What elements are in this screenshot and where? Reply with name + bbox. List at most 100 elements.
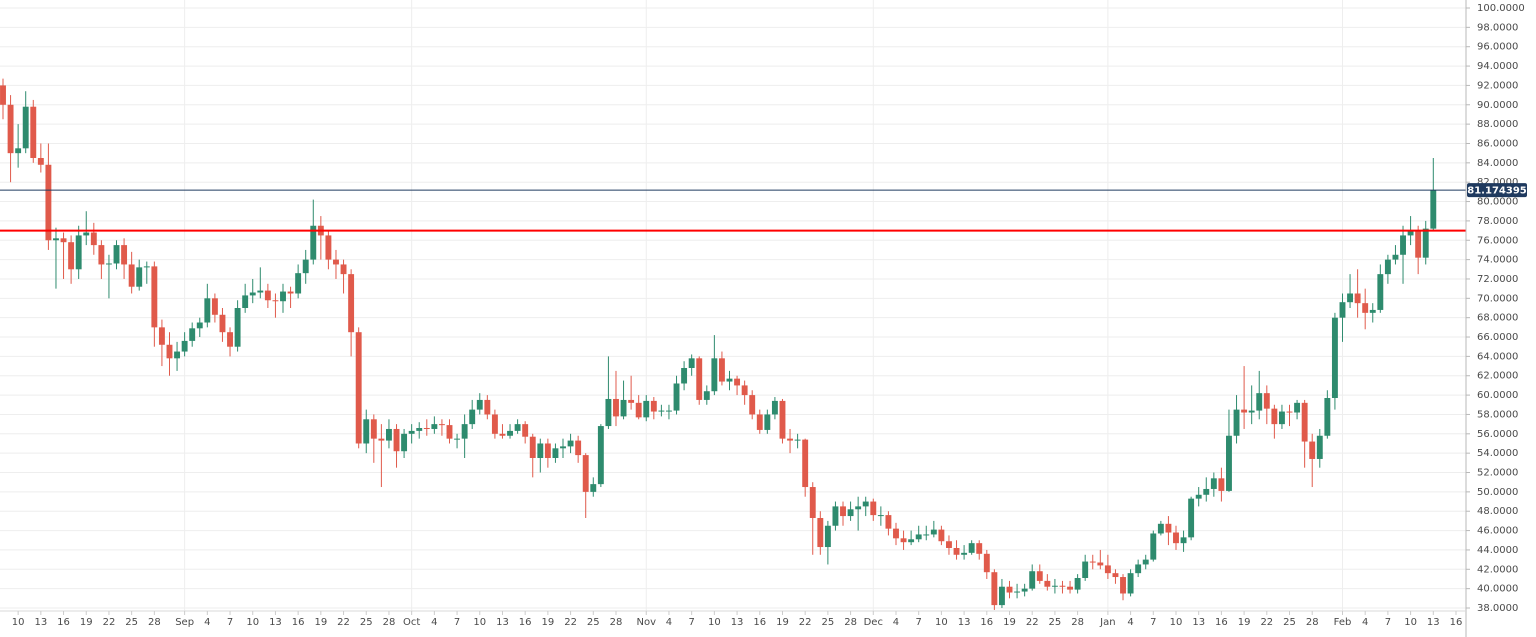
candle-body [121, 245, 128, 265]
candle-body [832, 506, 839, 526]
candle-body [363, 419, 370, 444]
candle-body [355, 332, 362, 444]
candle-body [1384, 259, 1391, 275]
candle-body [348, 274, 355, 333]
grid [0, 0, 1466, 611]
candle-body [1082, 561, 1089, 578]
x-tick-label: 19 [80, 617, 93, 628]
x-tick-label: 19 [314, 617, 327, 628]
x-tick-label: 22 [564, 617, 577, 628]
candle-body [537, 443, 544, 458]
candle-body [658, 410, 665, 412]
candle-body [1097, 562, 1104, 566]
y-tick-label: 90.0000 [1477, 100, 1518, 111]
candle-body [181, 340, 188, 352]
candle-body [900, 538, 907, 543]
candle-body [1150, 533, 1157, 560]
candle-body [393, 428, 400, 452]
candle-body [1415, 230, 1422, 258]
candle-body [771, 400, 778, 415]
y-tick-label: 62.0000 [1477, 371, 1518, 382]
candle-body [787, 438, 793, 441]
candle-body [264, 290, 271, 301]
x-tick-label: 7 [454, 617, 460, 628]
candle-body [30, 106, 37, 158]
y-tick-label: 64.0000 [1477, 351, 1518, 362]
candle-body [1422, 228, 1429, 258]
candle-body [847, 509, 854, 517]
candle-body [333, 259, 339, 265]
candle-body [673, 383, 680, 411]
last-price-box [1467, 183, 1527, 198]
candle-body [1195, 494, 1202, 499]
candle-body [340, 264, 347, 275]
candle-body [1051, 585, 1058, 587]
candle-body [7, 104, 14, 154]
candle-body [718, 358, 725, 382]
y-tick-label: 58.0000 [1477, 409, 1518, 420]
candle-body [446, 425, 453, 439]
x-tick-label: 4 [204, 617, 210, 628]
y-tick-label: 74.0000 [1477, 255, 1518, 266]
y-tick-label: 68.0000 [1477, 313, 1518, 324]
x-tick-label: 13 [958, 617, 971, 628]
x-tick-label: 16 [1215, 617, 1228, 628]
x-tick-label: 22 [1026, 617, 1039, 628]
x-tick-label: 28 [1306, 617, 1319, 628]
candle-body [143, 266, 150, 268]
candle-body [53, 238, 59, 241]
candle-body [45, 164, 52, 241]
candle-body [401, 433, 408, 452]
candle-body [590, 484, 597, 492]
x-tick-label: 13 [34, 617, 47, 628]
candle-body [597, 426, 604, 485]
x-tick-label: 16 [292, 617, 305, 628]
candle-body [1331, 317, 1338, 398]
x-tick-label: Dec [864, 617, 883, 628]
candle-body [378, 438, 385, 441]
last-price-label: 81.174395 [1467, 186, 1527, 197]
candle-body [1339, 302, 1346, 318]
y-tick-label: 38.0000 [1477, 603, 1518, 614]
candle-body [60, 238, 67, 243]
candle-body [1430, 190, 1437, 229]
candle-body [976, 543, 983, 554]
x-tick-label: 28 [610, 617, 623, 628]
candle-body [552, 448, 559, 458]
candle-body [0, 85, 6, 105]
candle-body [151, 266, 158, 328]
candle-body [1233, 409, 1240, 436]
y-tick-label: 40.0000 [1477, 584, 1518, 595]
candle-body [544, 443, 551, 458]
candle-body [484, 399, 491, 415]
candle-body [113, 245, 120, 264]
candle-body [295, 273, 302, 294]
candle-body [325, 235, 332, 260]
candle-body [1021, 588, 1028, 592]
x-tick-label: 25 [1049, 617, 1062, 628]
axes: 38.0000 40.0000 42.0000 44.0000 46.0000 48.00… [12, 3, 1527, 628]
candle-body [499, 433, 506, 436]
candle-body [90, 232, 97, 246]
candle-body [461, 424, 468, 439]
y-tick-label: 46.0000 [1477, 526, 1518, 537]
candle-body [703, 391, 710, 400]
candle-body [1089, 561, 1096, 563]
y-tick-label: 82.0000 [1477, 177, 1518, 188]
candle-body [877, 515, 884, 517]
x-tick-label: 7 [1385, 617, 1391, 628]
candle-body [1210, 478, 1217, 489]
candle-body [272, 300, 279, 302]
candle-body [1286, 411, 1293, 413]
x-tick-label: Nov [636, 617, 656, 628]
candle-body [930, 529, 937, 535]
candle-body [726, 378, 733, 382]
candle-body [529, 436, 536, 458]
x-tick-label: 22 [103, 617, 116, 628]
candle-body [22, 106, 29, 149]
candle-body [908, 539, 915, 543]
candle-body [1347, 293, 1354, 303]
x-tick-label: 16 [1450, 617, 1463, 628]
